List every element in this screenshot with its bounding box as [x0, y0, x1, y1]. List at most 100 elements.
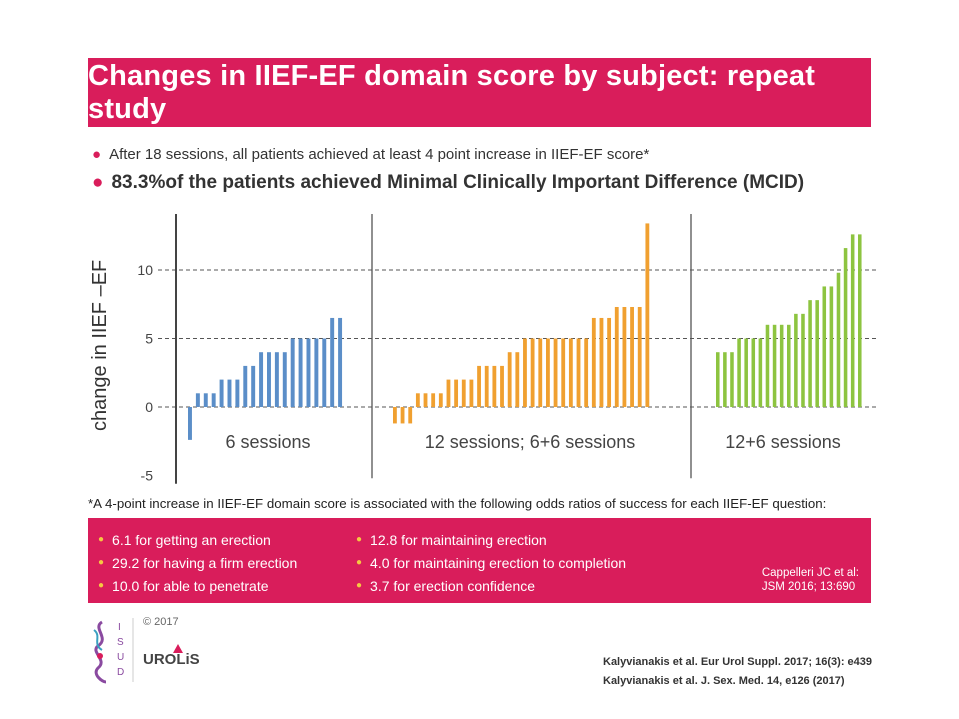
- bar: [274, 352, 279, 407]
- bar: [614, 306, 619, 407]
- bar: [772, 324, 777, 407]
- bar: [645, 223, 650, 407]
- y-tick-label: 0: [145, 399, 153, 415]
- citation-2: Kalyvianakis et al. J. Sex. Med. 14, e12…: [603, 675, 845, 687]
- bullet-text-2: 83.3%of the patients achieved Minimal Cl…: [111, 172, 805, 193]
- odds-item: ● 4.0 for maintaining erection to complet…: [356, 554, 627, 571]
- bar: [591, 317, 596, 407]
- bullet-dot-icon: ●: [356, 580, 363, 591]
- bar: [808, 300, 812, 407]
- y-tick-label: 10: [137, 262, 153, 278]
- bar: [584, 338, 589, 407]
- bar: [765, 324, 770, 407]
- bar: [530, 338, 535, 407]
- bar: [599, 317, 604, 407]
- bar: [515, 352, 520, 407]
- bar: [267, 352, 271, 407]
- bar: [306, 338, 311, 407]
- logo-area: I S U D UROLiS: [93, 618, 200, 684]
- isud-letter: S: [117, 637, 124, 648]
- bar: [243, 365, 248, 407]
- bar: [219, 379, 224, 407]
- bullet-dot-icon: ●: [98, 580, 105, 591]
- group-label: 12+6 sessions: [725, 432, 841, 452]
- page-title: Changes in IIEF-EF domain score by subje…: [88, 59, 816, 125]
- bullet-dot-icon: ●: [356, 557, 363, 568]
- urolis-logo: UROLiS: [143, 644, 200, 668]
- bar: [850, 234, 855, 407]
- bar: [538, 338, 543, 407]
- bar: [576, 338, 581, 407]
- bar: [758, 338, 763, 407]
- bar: [469, 379, 474, 407]
- bar-chart: -5 0 5 10 change in IIEF –EF 6 sessions 12 ses…: [89, 214, 876, 484]
- bar: [622, 306, 627, 407]
- y-axis-label: change in IIEF –EF: [89, 260, 111, 431]
- bar: [314, 338, 319, 407]
- footnote: *A 4-point increase in IIEF-EF domain sc…: [88, 496, 827, 511]
- bar: [282, 352, 287, 407]
- bar: [477, 365, 481, 407]
- bar: [393, 407, 397, 424]
- bar: [227, 379, 232, 407]
- bar: [446, 379, 451, 407]
- bar: [507, 352, 512, 407]
- bar: [431, 393, 436, 407]
- odds-item: ● 3.7 for erection confidence: [356, 577, 536, 594]
- bar: [737, 338, 741, 407]
- y-tick-label: -5: [141, 468, 154, 484]
- bar: [607, 317, 612, 407]
- isud-logo: I S U D: [93, 620, 124, 684]
- bar: [322, 338, 327, 407]
- bar: [751, 338, 756, 407]
- bullet-dot-icon: ●: [356, 534, 363, 545]
- isud-letter: I: [118, 622, 121, 633]
- bar: [836, 272, 841, 407]
- bar: [195, 393, 200, 407]
- y-tick-label: 5: [145, 331, 153, 347]
- odds-item: ● 10.0 for able to penetrate: [98, 577, 269, 594]
- reference-note: Cappelleri JC et al: JSM 2016; 13:690: [761, 567, 859, 593]
- bar: [730, 352, 734, 407]
- odds-column-1: ● 6.1 for getting an erection ● 29.2 for h…: [98, 528, 297, 597]
- bar: [843, 248, 848, 407]
- bar: [829, 286, 834, 407]
- bar: [723, 352, 727, 407]
- group-label: 12 sessions; 6+6 sessions: [425, 432, 636, 452]
- bar: [858, 234, 862, 407]
- odds-column-2: ● 12.8 for maintaining erection ● 4.0 for …: [356, 528, 626, 597]
- group-label: 6 sessions: [225, 432, 310, 452]
- bar: [787, 324, 791, 407]
- bar: [568, 338, 573, 407]
- bar: [203, 393, 208, 407]
- bar: [290, 338, 295, 407]
- bar: [561, 338, 566, 407]
- bar: [630, 306, 634, 407]
- bar: [779, 324, 784, 407]
- bar: [492, 365, 497, 407]
- bar: [794, 313, 798, 407]
- bar: [553, 338, 558, 407]
- bar: [408, 407, 413, 424]
- bar: [330, 317, 335, 407]
- bar: [546, 338, 550, 407]
- odds-item: ● 6.1 for getting an erection: [98, 531, 271, 548]
- bar: [716, 352, 720, 407]
- bar: [500, 365, 504, 407]
- bullet-line-2: ● 83.3%of the patients achieved Minimal …: [92, 172, 804, 194]
- citation-1: Kalyvianakis et al. Eur Urol Suppl. 2017…: [603, 656, 873, 668]
- bar: [815, 300, 819, 407]
- bar: [423, 393, 428, 407]
- bar: [415, 393, 420, 407]
- bar: [523, 338, 527, 407]
- bullet-line-1: ● After 18 sessions, all patients achiev…: [92, 146, 649, 163]
- bar: [251, 365, 256, 407]
- bar: [338, 317, 343, 407]
- bar: [484, 365, 489, 407]
- bar: [461, 379, 466, 407]
- bar: [454, 379, 459, 407]
- bar: [801, 313, 805, 407]
- bar: [822, 286, 827, 407]
- odds-item: ● 12.8 for maintaining erection: [356, 531, 547, 548]
- bar: [235, 379, 240, 407]
